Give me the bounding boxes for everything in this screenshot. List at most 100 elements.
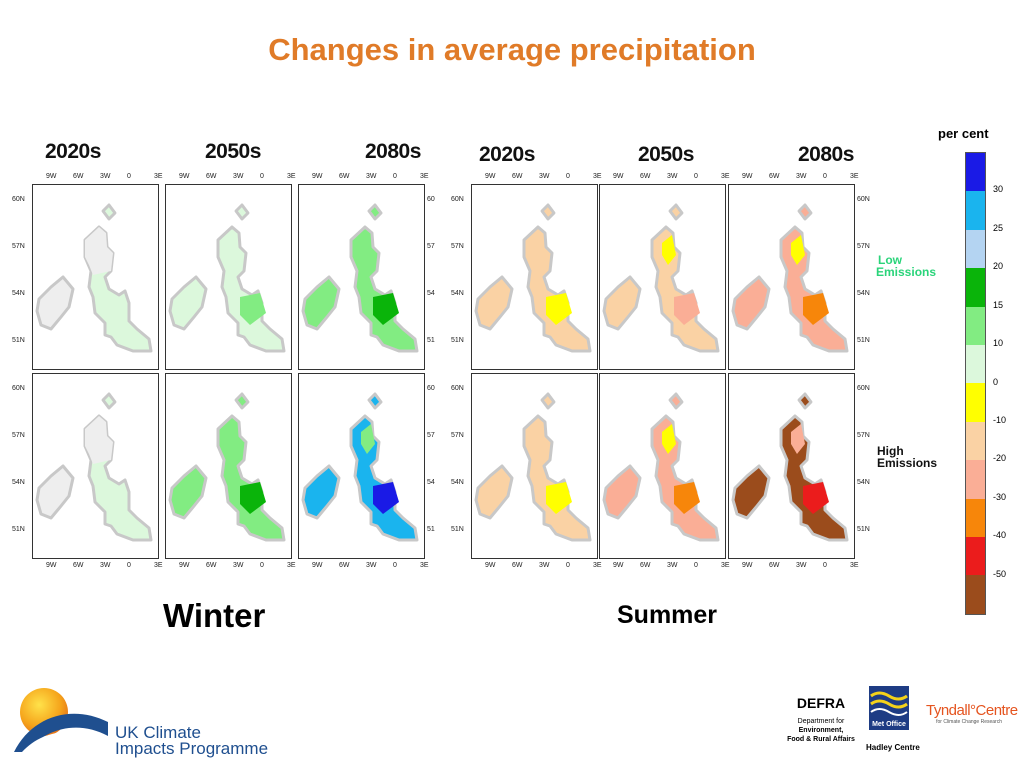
defra-sub3: Food & Rural Affairs	[787, 736, 855, 743]
legend-tick-label: -20	[993, 453, 1007, 464]
ireland-region	[474, 275, 514, 331]
change-patch	[361, 424, 375, 454]
latitude-tick-label: 51N	[12, 337, 25, 344]
longitude-tick-label: 9W	[312, 173, 323, 180]
longitude-tick-label: 3E	[420, 173, 429, 180]
orkney-region	[540, 392, 556, 410]
longitude-tick-label: 6W	[206, 562, 217, 569]
longitude-tick-label: 3E	[287, 562, 296, 569]
longitude-tick-label: 9W	[46, 173, 57, 180]
longitude-tick-label: 0	[566, 562, 570, 569]
longitude-tick-label: 0	[127, 562, 131, 569]
great-britain-region	[779, 225, 849, 353]
latitude-tick-label: 51N	[857, 337, 870, 344]
ireland-region	[474, 464, 514, 520]
longitude-tick-label: 6W	[206, 173, 217, 180]
orkney-region	[367, 392, 383, 410]
latitude-tick-label: 51N	[12, 526, 25, 533]
period-header-winter-2080s: 2080s	[365, 140, 421, 163]
metoffice-logo: Met Office Hadley Centre	[866, 686, 926, 756]
map-panel-summer-high-2050s	[599, 373, 726, 559]
legend-color-6	[966, 383, 985, 422]
uk-precip-map	[35, 203, 153, 353]
change-patch	[546, 293, 572, 325]
uk-precip-map	[35, 392, 153, 542]
ukcip-logo: UK Climate Impacts Programme	[12, 686, 312, 757]
longitude-tick-label: 3E	[287, 173, 296, 180]
change-patch	[546, 482, 572, 514]
legend-color-11	[966, 575, 985, 614]
low-emissions-label: Low Emissions	[876, 254, 936, 278]
legend-tick-label: 15	[993, 299, 1004, 310]
change-patch	[803, 482, 829, 514]
latitude-tick-label: 60N	[451, 196, 464, 203]
longitude-tick-label: 9W	[613, 173, 624, 180]
season-label-summer: Summer	[617, 601, 718, 629]
latitude-tick-label: 57	[427, 432, 435, 439]
latitude-tick-label: 60N	[451, 385, 464, 392]
legend-tick-label: 0	[993, 376, 999, 387]
map-panel-winter-high-2080s	[298, 373, 425, 559]
high-emissions-word2: Emissions	[877, 456, 938, 470]
great-britain-region	[349, 225, 419, 353]
latitude-tick-label: 51N	[857, 526, 870, 533]
ireland-region	[35, 275, 75, 331]
change-patch	[791, 424, 805, 454]
low-emissions-word: Low	[878, 253, 902, 267]
change-patch	[240, 482, 266, 514]
change-patch	[674, 293, 700, 325]
longitude-tick-label: 3E	[721, 562, 730, 569]
latitude-tick-label: 51	[427, 526, 435, 533]
hadley-centre-label: Hadley Centre	[866, 743, 920, 752]
longitude-tick-label: 3W	[539, 173, 550, 180]
legend-tick-label: -50	[993, 568, 1007, 579]
orkney-region	[234, 392, 250, 410]
metoffice-emblem-icon: Met Office	[869, 686, 909, 730]
longitude-tick-label: 9W	[742, 562, 753, 569]
map-panel-summer-low-2050s	[599, 184, 726, 370]
change-patch	[240, 293, 266, 325]
longitude-tick-label: 3W	[233, 173, 244, 180]
orkney-region	[540, 203, 556, 221]
longitude-tick-label: 0	[823, 173, 827, 180]
longitude-tick-label: 6W	[73, 173, 84, 180]
longitude-tick-label: 6W	[73, 562, 84, 569]
legend-color-2	[966, 229, 985, 269]
orkney-region	[367, 203, 383, 221]
legend-color-5	[966, 345, 985, 384]
defra-name: DEFRA	[796, 695, 846, 711]
map-panel-summer-low-2080s	[728, 184, 855, 370]
latitude-tick-label: 54N	[12, 479, 25, 486]
latitude-tick-label: 60	[427, 385, 435, 392]
great-britain-region	[779, 414, 849, 542]
latitude-tick-label: 54N	[857, 479, 870, 486]
legend-color-4	[966, 306, 985, 346]
great-britain-region	[522, 414, 592, 542]
longitude-tick-label: 6W	[769, 173, 780, 180]
orkney-region	[234, 203, 250, 221]
map-panel-winter-low-2020s	[32, 184, 159, 370]
legend-tick-label: -40	[993, 530, 1007, 541]
longitude-tick-label: 0	[393, 173, 397, 180]
high-emissions-word: High	[877, 444, 904, 458]
uk-precip-map	[301, 203, 419, 353]
longitude-tick-label: 3E	[154, 562, 163, 569]
latitude-tick-label: 54N	[451, 479, 464, 486]
longitude-tick-label: 0	[127, 173, 131, 180]
longitude-tick-label: 6W	[640, 562, 651, 569]
longitude-tick-label: 0	[566, 173, 570, 180]
longitude-tick-label: 3W	[667, 562, 678, 569]
ireland-region	[731, 464, 771, 520]
ireland-region	[301, 464, 341, 520]
ukcip-sun-icon	[14, 688, 108, 752]
period-header-summer-2050s: 2050s	[638, 143, 694, 166]
ireland-region	[301, 275, 341, 331]
map-panel-winter-high-2020s	[32, 373, 159, 559]
change-patch	[674, 482, 700, 514]
ireland-region	[35, 464, 75, 520]
latitude-tick-label: 54	[427, 290, 435, 297]
map-panel-summer-high-2080s	[728, 373, 855, 559]
longitude-tick-label: 0	[393, 562, 397, 569]
longitude-tick-label: 6W	[339, 173, 350, 180]
latitude-tick-label: 57N	[451, 432, 464, 439]
